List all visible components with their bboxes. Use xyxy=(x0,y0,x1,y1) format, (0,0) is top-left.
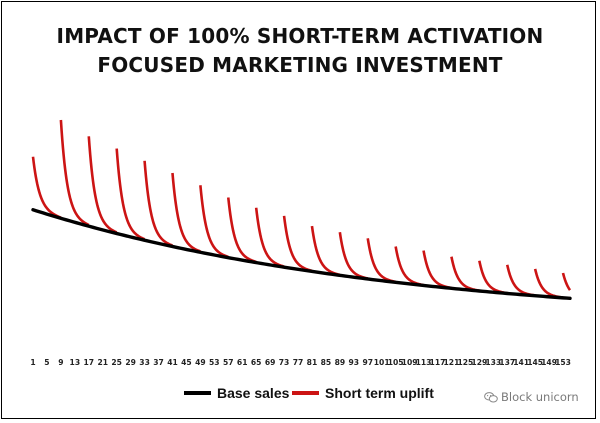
uplift-pulse-3 xyxy=(87,136,118,234)
x-tick-label: 81 xyxy=(307,358,318,367)
x-axis-tick-labels: 1 5 9 13 17 21 25 29 33 37 41 45 49 53 57 61 65 69 73 77 81 8… xyxy=(30,358,571,367)
watermark: Block unicorn xyxy=(484,390,579,404)
x-tick-label: 21 xyxy=(97,358,108,367)
uplift-pulse-11 xyxy=(310,225,341,277)
uplift-pulse-20 xyxy=(561,272,572,292)
uplift-pulse-13 xyxy=(366,238,397,284)
uplift-pulse-18 xyxy=(505,264,536,297)
x-tick-label: 65 xyxy=(251,358,262,367)
chart-title-line-2: FOCUSED MARKETING INVESTMENT xyxy=(97,53,503,77)
x-tick-label: 1 xyxy=(30,358,35,367)
uplift-pulse-17 xyxy=(478,260,508,295)
legend-item-base-sales: Base sales xyxy=(184,382,289,404)
legend-label-base-sales: Base sales xyxy=(217,385,290,401)
x-tick-label: 53 xyxy=(209,358,220,367)
x-tick-label: 5 xyxy=(44,358,49,367)
uplift-pulse-6 xyxy=(171,172,201,253)
base-sales-layer xyxy=(31,208,572,301)
uplift-pulse-10 xyxy=(282,215,313,273)
uplift-pulse-4 xyxy=(115,148,146,241)
x-tick-label: 109 xyxy=(402,358,418,367)
x-tick-label: 9 xyxy=(58,358,63,367)
x-tick-label: 133 xyxy=(485,358,501,367)
x-tick-label: 73 xyxy=(279,358,290,367)
x-tick-label: 137 xyxy=(499,358,515,367)
x-tick-label: 145 xyxy=(527,358,543,367)
base-sales-line xyxy=(31,208,572,301)
x-tick-label: 153 xyxy=(555,358,571,367)
x-tick-label: 121 xyxy=(444,358,460,367)
x-tick-label: 101 xyxy=(374,358,390,367)
x-tick-label: 61 xyxy=(237,358,248,367)
legend-item-short-term-uplift: Short term uplift xyxy=(292,382,434,404)
short-term-uplift-layer xyxy=(31,119,572,299)
x-tick-label: 129 xyxy=(471,358,487,367)
uplift-pulse-15 xyxy=(422,250,453,290)
x-tick-label: 69 xyxy=(265,358,276,367)
uplift-pulse-8 xyxy=(226,197,257,264)
x-tick-label: 29 xyxy=(125,358,136,367)
x-tick-label: 13 xyxy=(70,358,81,367)
uplift-pulse-19 xyxy=(533,268,564,299)
legend-swatch-short-term-uplift xyxy=(292,391,319,395)
uplift-pulse-9 xyxy=(254,207,285,268)
x-tick-label: 41 xyxy=(167,358,178,367)
uplift-pulse-5 xyxy=(143,160,174,247)
x-tick-label: 149 xyxy=(541,358,557,367)
x-tick-label: 37 xyxy=(153,358,164,367)
chart-title: IMPACT OF 100% SHORT-TERM ACTIVATION FOC… xyxy=(0,22,600,80)
x-tick-label: 89 xyxy=(335,358,346,367)
uplift-pulse-14 xyxy=(394,246,425,287)
legend-label-short-term-uplift: Short term uplift xyxy=(325,385,434,401)
x-tick-label: 97 xyxy=(362,358,373,367)
uplift-pulse-7 xyxy=(199,185,229,259)
chart-title-line-1: IMPACT OF 100% SHORT-TERM ACTIVATION xyxy=(56,24,544,48)
chart-frame xyxy=(1,1,596,419)
x-tick-label: 77 xyxy=(293,358,304,367)
x-tick-label: 125 xyxy=(457,358,473,367)
x-tick-label: 25 xyxy=(111,358,122,367)
x-tick-label: 105 xyxy=(388,358,404,367)
x-tick-label: 33 xyxy=(139,358,150,367)
x-tick-label: 17 xyxy=(84,358,95,367)
uplift-pulse-16 xyxy=(450,256,480,292)
wechat-icon xyxy=(484,391,498,403)
watermark-text: Block unicorn xyxy=(501,390,579,404)
uplift-pulse-2 xyxy=(59,119,90,227)
x-tick-label: 117 xyxy=(430,358,446,367)
x-tick-label: 113 xyxy=(416,358,432,367)
x-tick-label: 93 xyxy=(349,358,360,367)
uplift-pulse-12 xyxy=(338,232,369,280)
x-tick-label: 57 xyxy=(223,358,234,367)
x-tick-label: 45 xyxy=(181,358,192,367)
x-tick-label: 141 xyxy=(513,358,529,367)
x-tick-label: 85 xyxy=(321,358,332,367)
uplift-pulse-1 xyxy=(31,156,62,219)
x-tick-label: 49 xyxy=(195,358,206,367)
legend-swatch-base-sales xyxy=(184,391,211,395)
